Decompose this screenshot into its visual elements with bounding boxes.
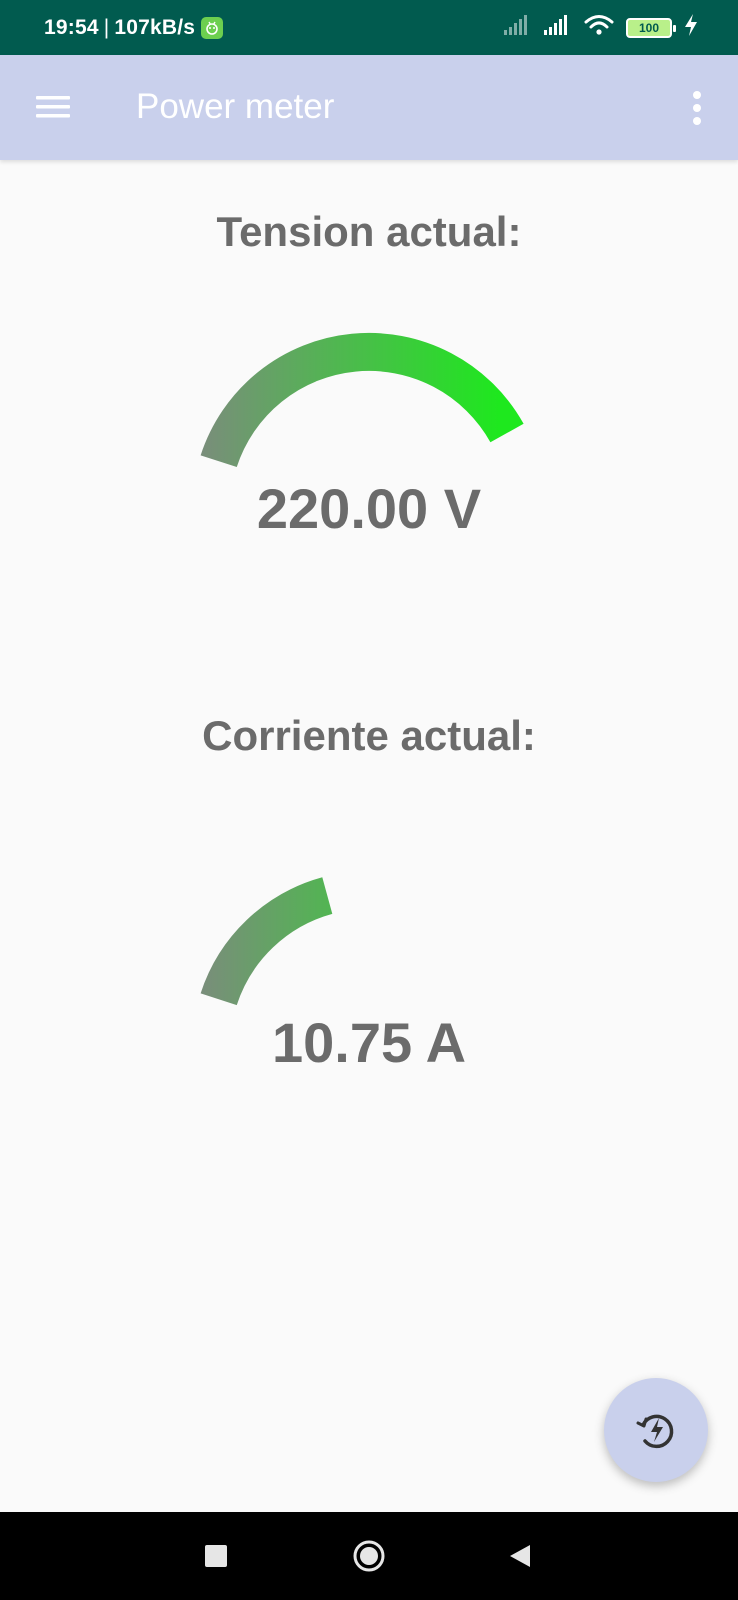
status-left: 19:54 | 107kB/s — [44, 15, 224, 40]
battery-icon: 100 — [626, 17, 676, 38]
more-vert-icon — [693, 91, 701, 125]
current-title: Corriente actual: — [202, 712, 536, 759]
menu-button[interactable] — [34, 91, 72, 123]
current-value: 10.75 A — [271, 1011, 467, 1074]
status-separator: | — [103, 15, 110, 39]
app-notification-icon — [201, 16, 224, 39]
back-button[interactable] — [508, 1544, 532, 1573]
signal-icon-2 — [544, 15, 572, 40]
recents-button[interactable] — [205, 1545, 227, 1572]
voltage-gauge — [200, 332, 524, 468]
wifi-icon — [584, 14, 614, 41]
system-nav-bar — [0, 1512, 738, 1600]
status-time: 19:54 — [44, 15, 99, 39]
recents-icon — [205, 1545, 227, 1567]
battery-level: 100 — [638, 20, 660, 35]
power-refresh-icon — [636, 1414, 674, 1449]
refresh-power-button[interactable] — [604, 1378, 708, 1482]
status-right: 100 — [504, 14, 698, 41]
voltage-value: 220.00 V — [256, 477, 482, 540]
current-gauge-arc — [200, 877, 333, 1006]
voltage-title: Tension actual: — [216, 208, 522, 255]
charging-icon — [684, 14, 698, 41]
status-net-speed: 107kB/s — [114, 15, 196, 39]
status-bar: 19:54 | 107kB/s — [0, 0, 738, 55]
hamburger-menu-icon — [36, 96, 70, 118]
current-gauge — [200, 877, 333, 1006]
signal-icon — [504, 15, 532, 40]
voltage-gauge-arc — [200, 332, 524, 468]
back-icon — [510, 1545, 530, 1567]
home-icon — [353, 1540, 385, 1572]
app-bar: Power meter — [0, 55, 738, 160]
home-button[interactable] — [352, 1539, 386, 1578]
app-title: Power meter — [136, 87, 335, 126]
overflow-menu-button[interactable] — [682, 89, 712, 127]
